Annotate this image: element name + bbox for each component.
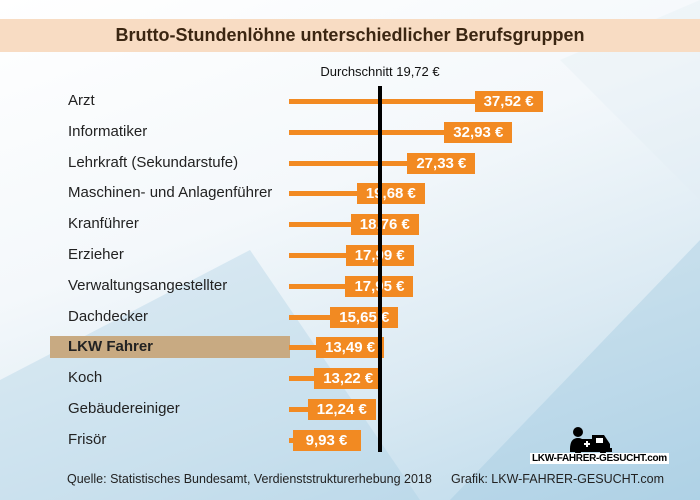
value-label: 18,76 €: [350, 214, 419, 236]
value-label: 27,33 €: [407, 152, 476, 174]
category-label: Informatiker: [68, 122, 148, 140]
credit-note: Grafik: LKW-FAHRER-GESUCHT.com: [451, 472, 664, 486]
value-label: 12,24 €: [307, 399, 376, 420]
value-label: 32,93 €: [444, 121, 513, 143]
bar: [289, 283, 346, 289]
value-label: 19,68 €: [356, 183, 425, 205]
bar: [289, 253, 346, 258]
category-label: Maschinen- und Anlagenführer: [68, 184, 273, 202]
chart-title: Brutto-Stundenlöhne unterschiedlicher Be…: [0, 19, 700, 52]
bar: [289, 129, 445, 135]
value-label: 9,93 €: [292, 429, 361, 451]
bar: [289, 407, 308, 412]
category-label: Dachdecker: [68, 307, 149, 325]
bar: [289, 160, 408, 166]
truck-driver-icon: [570, 427, 612, 455]
category-label: Lehrkraft (Sekundarstufe): [68, 153, 239, 171]
value-label: 13,22 €: [314, 368, 383, 390]
bar: [289, 222, 351, 228]
average-label: Durchschnitt 19,72 €: [320, 64, 440, 79]
bar: [289, 376, 315, 382]
category-label: Koch: [68, 369, 103, 387]
value-label: 37,52 €: [474, 91, 543, 112]
bar: [289, 345, 317, 351]
value-label: 15,65 €: [330, 306, 399, 328]
bar: [289, 437, 293, 443]
highlight-band: [50, 336, 290, 359]
logo: LKW-FAHRER-GESUCHT.com: [530, 425, 669, 465]
category-label: Gebäudereiniger: [68, 400, 180, 417]
category-label: Kranführer: [68, 215, 139, 233]
category-label: Verwaltungsangestellter: [68, 276, 228, 294]
value-label: 13,49 €: [316, 337, 385, 359]
category-label: LKW Fahrer: [68, 338, 154, 356]
source-note: Quelle: Statistisches Bundesamt, Verdien…: [67, 472, 432, 486]
category-label: Arzt: [68, 92, 95, 109]
category-label: Erzieher: [68, 246, 124, 263]
average-line: [378, 86, 382, 452]
category-label: Frisör: [68, 430, 107, 448]
logo-text: LKW-FAHRER-GESUCHT.com: [530, 453, 669, 464]
bar: [289, 191, 357, 197]
bar: [289, 314, 331, 320]
